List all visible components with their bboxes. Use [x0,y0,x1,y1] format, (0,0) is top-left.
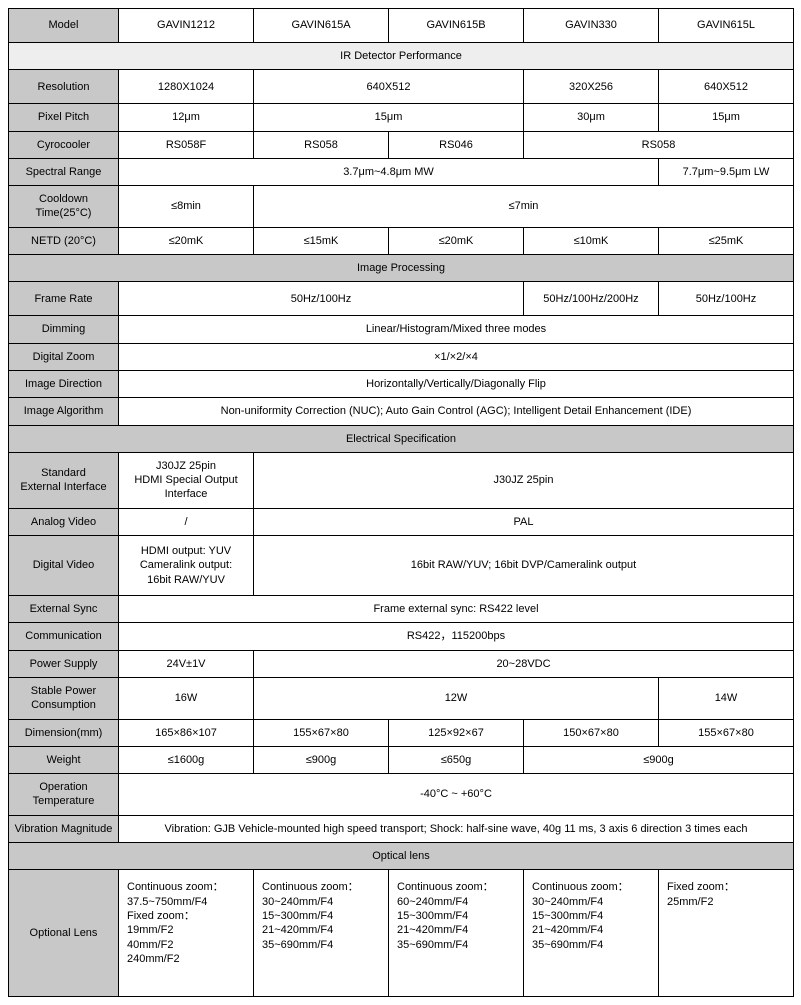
cell: RS058F [119,131,254,158]
cell: ≤8min [119,186,254,228]
row-lens-label: Optional Lens [9,870,119,997]
row-optemp-label: OperationTemperature [9,774,119,816]
row-stdext-label: StandardExternal Interface [9,452,119,508]
cell: ≤900g [524,746,794,773]
row-cooldown-label: CooldownTime(25°C) [9,186,119,228]
row-digvid-label: Digital Video [9,536,119,596]
cell: Continuous zoom：30~240mm/F415~300mm/F421… [254,870,389,997]
cell: ≤650g [389,746,524,773]
model-col-2: GAVIN615B [389,9,524,43]
section-ir: IR Detector Performance [9,43,794,70]
model-col-1: GAVIN615A [254,9,389,43]
row-comm-label: Communication [9,623,119,650]
cell: J30JZ 25pinHDMI Special Output Interface [119,452,254,508]
cell: ≤20mK [119,227,254,254]
row-pixelpitch-label: Pixel Pitch [9,104,119,131]
cell: 14W [659,677,794,719]
cell: Continuous zoom：37.5~750mm/F4Fixed zoom：… [119,870,254,997]
cell: ≤15mK [254,227,389,254]
cell: Frame external sync: RS422 level [119,596,794,623]
cell: 155×67×80 [659,719,794,746]
cell: ≤20mK [389,227,524,254]
cell: ≤7min [254,186,794,228]
row-weight-label: Weight [9,746,119,773]
cell: 16bit RAW/YUV; 16bit DVP/Cameralink outp… [254,536,794,596]
cell: ×1/×2/×4 [119,343,794,370]
cell: 20~28VDC [254,650,794,677]
cell: Horizontally/Vertically/Diagonally Flip [119,370,794,397]
row-dimming-label: Dimming [9,316,119,343]
model-col-4: GAVIN615L [659,9,794,43]
cell: 12W [254,677,659,719]
row-imgdir-label: Image Direction [9,370,119,397]
cell: 30μm [524,104,659,131]
cell: ≤10mK [524,227,659,254]
cell: 24V±1V [119,650,254,677]
row-spectral-label: Spectral Range [9,158,119,185]
cell: PAL [254,508,794,535]
cell: Continuous zoom：30~240mm/F415~300mm/F421… [524,870,659,997]
model-header: Model [9,9,119,43]
cell: 125×92×67 [389,719,524,746]
cell: 16W [119,677,254,719]
cell: 7.7μm~9.5μm LW [659,158,794,185]
cell: 155×67×80 [254,719,389,746]
section-elec: Electrical Specification [9,425,794,452]
model-col-3: GAVIN330 [524,9,659,43]
row-cyro-label: Cyrocooler [9,131,119,158]
row-analog-label: Analog Video [9,508,119,535]
row-stablepw-label: Stable PowerConsumption [9,677,119,719]
row-extsync-label: External Sync [9,596,119,623]
cell: RS058 [524,131,794,158]
row-netd-label: NETD (20°C) [9,227,119,254]
cell: 1280X1024 [119,70,254,104]
row-vib-label: Vibration Magnitude [9,815,119,842]
cell: RS422，115200bps [119,623,794,650]
row-power-label: Power Supply [9,650,119,677]
cell: HDMI output: YUVCameralink output:16bit … [119,536,254,596]
row-resolution-label: Resolution [9,70,119,104]
cell: 320X256 [524,70,659,104]
cell: RS046 [389,131,524,158]
cell: 165×86×107 [119,719,254,746]
cell: 640X512 [659,70,794,104]
cell: 15μm [659,104,794,131]
cell: 150×67×80 [524,719,659,746]
row-imgalg-label: Image Algorithm [9,398,119,425]
cell: 50Hz/100Hz [119,282,524,316]
cell: -40°C ~ +60°C [119,774,794,816]
cell: 50Hz/100Hz [659,282,794,316]
cell: 15μm [254,104,524,131]
cell: Linear/Histogram/Mixed three modes [119,316,794,343]
cell: / [119,508,254,535]
cell: 12μm [119,104,254,131]
cell: 640X512 [254,70,524,104]
row-dzoom-label: Digital Zoom [9,343,119,370]
spec-table: Model GAVIN1212 GAVIN615A GAVIN615B GAVI… [8,8,794,997]
cell: ≤900g [254,746,389,773]
section-opt: Optical lens [9,843,794,870]
cell: ≤25mK [659,227,794,254]
cell: Continuous zoom：60~240mm/F415~300mm/F421… [389,870,524,997]
cell: J30JZ 25pin [254,452,794,508]
cell: ≤1600g [119,746,254,773]
cell: Non-uniformity Correction (NUC); Auto Ga… [119,398,794,425]
cell: Vibration: GJB Vehicle-mounted high spee… [119,815,794,842]
cell: Fixed zoom：25mm/F2 [659,870,794,997]
section-img: Image Processing [9,255,794,282]
row-framerate-label: Frame Rate [9,282,119,316]
cell: 3.7μm~4.8μm MW [119,158,659,185]
cell: 50Hz/100Hz/200Hz [524,282,659,316]
cell: RS058 [254,131,389,158]
row-dim-label: Dimension(mm) [9,719,119,746]
model-col-0: GAVIN1212 [119,9,254,43]
